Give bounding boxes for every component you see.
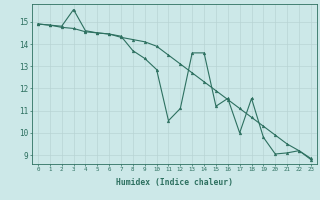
X-axis label: Humidex (Indice chaleur): Humidex (Indice chaleur): [116, 178, 233, 187]
